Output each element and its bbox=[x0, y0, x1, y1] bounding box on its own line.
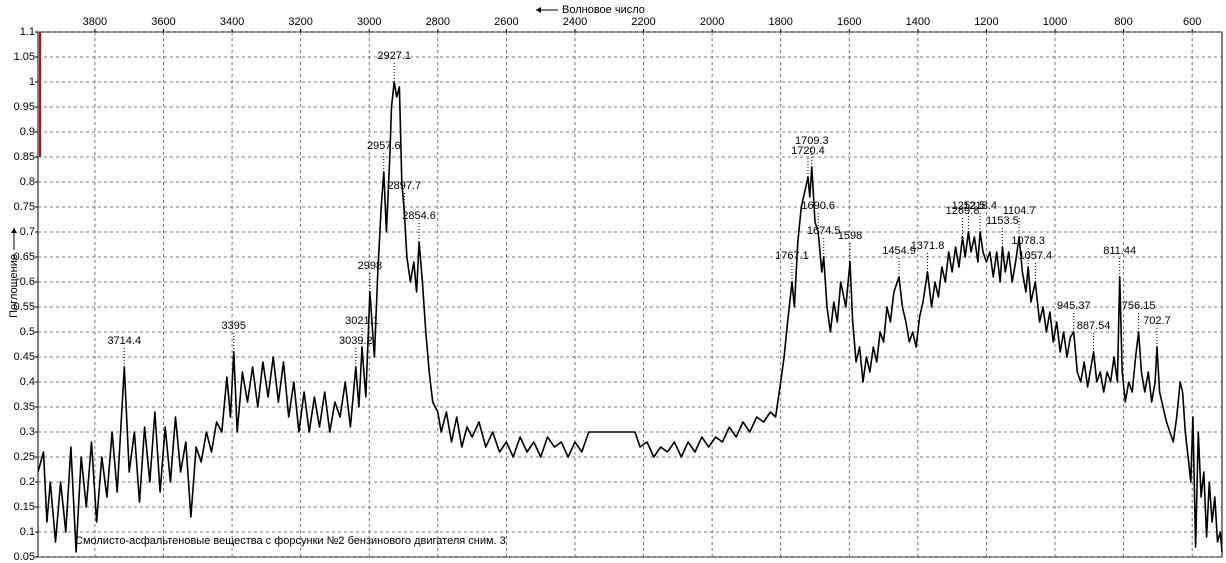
peak-label: 3395 bbox=[222, 320, 246, 332]
peak-label: 1454.9 bbox=[882, 245, 916, 257]
x-tick-label: 2600 bbox=[494, 16, 518, 28]
x-tick-label: 1200 bbox=[974, 16, 998, 28]
x-tick-label: 1000 bbox=[1043, 16, 1067, 28]
y-tick-label: 0.2 bbox=[20, 476, 35, 488]
y-tick-label: 0.6 bbox=[20, 276, 35, 288]
peak-label: 2927.1 bbox=[377, 50, 411, 62]
peak-label: 2957.6 bbox=[367, 140, 401, 152]
x-tick-label: 2400 bbox=[563, 16, 587, 28]
x-tick-label: 3600 bbox=[151, 16, 175, 28]
axis-arrow-head bbox=[11, 228, 17, 233]
x-tick-label: 1800 bbox=[768, 16, 792, 28]
peak-label: 3021.1 bbox=[345, 315, 379, 327]
peak-label: 1252.5 bbox=[952, 200, 986, 212]
spectrum-line bbox=[37, 81, 1223, 553]
x-tick-label: 2200 bbox=[631, 16, 655, 28]
y-tick-label: 0.05 bbox=[14, 551, 35, 563]
peak-label: 1104.7 bbox=[1003, 205, 1036, 217]
y-tick-label: 0.65 bbox=[14, 251, 35, 263]
peak-label: 2854.6 bbox=[402, 210, 436, 222]
plot-frame bbox=[37, 31, 1223, 558]
peak-label: 3714.4 bbox=[107, 335, 141, 347]
x-tick-label: 2000 bbox=[700, 16, 724, 28]
y-tick-label: 1.05 bbox=[14, 51, 35, 63]
peak-label: 1057.4 bbox=[1019, 250, 1053, 262]
peak-label: 945.37 bbox=[1057, 300, 1091, 312]
peak-label: 2897.7 bbox=[387, 180, 421, 192]
y-tick-label: 1 bbox=[29, 76, 35, 88]
peak-label: 1690.6 bbox=[801, 200, 835, 212]
peak-label: 1674.5 bbox=[807, 225, 841, 237]
peak-label: 1767.1 bbox=[775, 250, 809, 262]
y-tick-label: 0.25 bbox=[14, 451, 35, 463]
peak-label: 1709.3 bbox=[795, 135, 829, 147]
y-axis-label: Поглощение bbox=[8, 254, 20, 318]
x-axis-label: Волновое число bbox=[562, 4, 645, 16]
x-tick-label: 600 bbox=[1183, 16, 1201, 28]
y-tick-label: 0.5 bbox=[20, 326, 35, 338]
y-tick-label: 0.55 bbox=[14, 301, 35, 313]
y-tick-label: 0.4 bbox=[20, 376, 35, 388]
x-tick-label: 800 bbox=[1114, 16, 1132, 28]
y-tick-label: 0.75 bbox=[14, 201, 35, 213]
x-tick-label: 1400 bbox=[906, 16, 930, 28]
peak-label: 1720.4 bbox=[791, 145, 825, 157]
x-tick-label: 1600 bbox=[837, 16, 861, 28]
y-tick-label: 1.1 bbox=[20, 26, 35, 38]
y-tick-label: 0.8 bbox=[20, 176, 35, 188]
x-tick-label: 3800 bbox=[83, 16, 107, 28]
peak-label: 1078.3 bbox=[1011, 235, 1045, 247]
y-tick-label: 0.7 bbox=[20, 226, 35, 238]
peak-label: 3039.2 bbox=[339, 335, 373, 347]
y-tick-label: 0.45 bbox=[14, 351, 35, 363]
peak-label: 702.7 bbox=[1143, 315, 1171, 327]
x-tick-label: 3400 bbox=[220, 16, 244, 28]
x-tick-label: 3000 bbox=[357, 16, 381, 28]
axis-arrow-head bbox=[536, 7, 541, 13]
peak-label: 756.15 bbox=[1122, 300, 1156, 312]
peak-label: 887.54 bbox=[1077, 320, 1111, 332]
peak-label: 1153.5 bbox=[986, 215, 1019, 227]
y-tick-label: 0.15 bbox=[14, 501, 35, 513]
annotation: Смолисто-асфальтеновые вещества с форсун… bbox=[75, 535, 506, 547]
peak-label: 1371.8 bbox=[911, 240, 945, 252]
peak-label: 2998 bbox=[358, 260, 382, 272]
peak-label: 1598 bbox=[838, 230, 862, 242]
y-tick-label: 0.3 bbox=[20, 426, 35, 438]
peak-label: 1218.4 bbox=[963, 200, 997, 212]
y-tick-label: 0.35 bbox=[14, 401, 35, 413]
y-tick-label: 0.1 bbox=[20, 526, 35, 538]
x-tick-label: 2800 bbox=[426, 16, 450, 28]
peak-label: 811.44 bbox=[1103, 245, 1136, 257]
x-tick-label: 3200 bbox=[288, 16, 312, 28]
y-tick-label: 0.95 bbox=[14, 101, 35, 113]
y-tick-label: 0.85 bbox=[14, 151, 35, 163]
y-tick-label: 0.9 bbox=[20, 126, 35, 138]
peak-label: 1269.8 bbox=[946, 205, 980, 217]
